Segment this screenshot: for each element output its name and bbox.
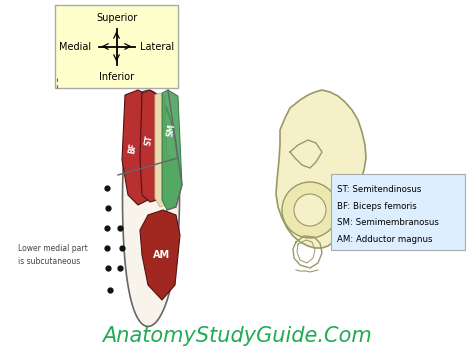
Text: SM: SM <box>165 123 177 137</box>
Text: Lateral: Lateral <box>140 42 174 52</box>
Text: Medial: Medial <box>59 42 91 52</box>
Polygon shape <box>155 93 168 207</box>
Polygon shape <box>162 90 182 210</box>
Text: Inferior: Inferior <box>99 72 134 82</box>
Polygon shape <box>140 210 180 300</box>
Text: ST: Semitendinosus: ST: Semitendinosus <box>337 185 421 194</box>
Text: Superior: Superior <box>96 13 137 23</box>
Polygon shape <box>140 90 160 202</box>
Text: ST: ST <box>144 134 155 146</box>
Text: Lower medial part
is subcutaneous: Lower medial part is subcutaneous <box>18 244 88 266</box>
Circle shape <box>294 194 326 226</box>
Text: AM: AM <box>154 250 171 260</box>
Text: AnatomyStudyGuide.Com: AnatomyStudyGuide.Com <box>102 326 372 346</box>
Polygon shape <box>122 91 180 326</box>
Polygon shape <box>122 90 152 205</box>
FancyBboxPatch shape <box>55 5 178 88</box>
Text: BF: BF <box>128 142 138 154</box>
Polygon shape <box>162 155 182 210</box>
Polygon shape <box>276 90 366 248</box>
Text: BF: Biceps femoris: BF: Biceps femoris <box>337 202 417 211</box>
Circle shape <box>282 182 338 238</box>
FancyBboxPatch shape <box>331 174 465 250</box>
Text: AM: Adductor magnus: AM: Adductor magnus <box>337 234 432 243</box>
Text: SM: Semimembranosus: SM: Semimembranosus <box>337 218 439 227</box>
